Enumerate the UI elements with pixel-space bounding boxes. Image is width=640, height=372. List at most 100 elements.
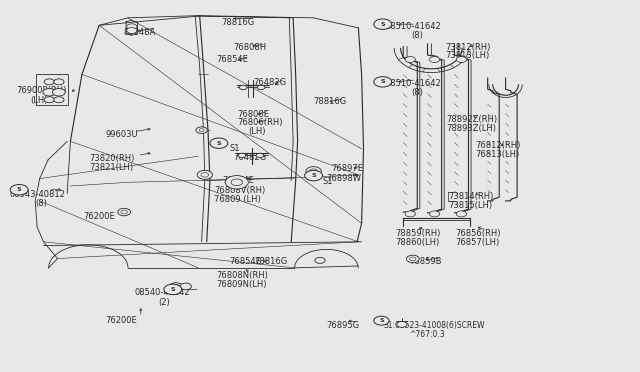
Text: 76200E: 76200E <box>106 316 138 325</box>
Text: 76812(RH): 76812(RH) <box>475 141 520 150</box>
Circle shape <box>429 211 440 217</box>
Circle shape <box>121 210 127 214</box>
Text: (2): (2) <box>159 298 170 307</box>
Circle shape <box>44 79 54 85</box>
Text: 73821(LH): 73821(LH) <box>90 163 134 172</box>
Circle shape <box>456 211 467 217</box>
Text: S: S <box>170 287 175 292</box>
Circle shape <box>44 97 54 103</box>
Text: S1: S1 <box>229 144 239 153</box>
Text: S: S <box>311 173 316 178</box>
Text: 76808H: 76808H <box>234 43 267 52</box>
Text: 76854E: 76854E <box>223 176 255 185</box>
Circle shape <box>225 176 248 189</box>
Text: 76900P(RH): 76900P(RH) <box>16 86 67 94</box>
Text: 78816G: 78816G <box>314 97 347 106</box>
Text: 08540-41242: 08540-41242 <box>134 288 190 297</box>
Text: S1: S1 <box>323 177 333 186</box>
Text: 76854E: 76854E <box>216 55 248 64</box>
Text: 76857(LH): 76857(LH) <box>456 238 500 247</box>
Circle shape <box>231 179 243 186</box>
Circle shape <box>429 57 440 62</box>
Text: (LH): (LH) <box>248 127 266 136</box>
Circle shape <box>306 167 321 176</box>
Text: 78892Z(RH): 78892Z(RH) <box>447 115 498 124</box>
Text: 78859(RH): 78859(RH) <box>396 229 441 238</box>
Text: S: S <box>380 79 385 84</box>
Text: ^767:0.3: ^767:0.3 <box>410 330 445 339</box>
Circle shape <box>54 97 64 103</box>
Text: 76895G: 76895G <box>326 321 360 330</box>
Circle shape <box>127 24 137 30</box>
Text: S1:08523-41008(6)SCREW: S1:08523-41008(6)SCREW <box>384 321 486 330</box>
Circle shape <box>405 57 415 62</box>
Text: 76200E: 76200E <box>83 212 115 221</box>
Circle shape <box>238 153 246 158</box>
Circle shape <box>397 321 407 327</box>
Circle shape <box>406 255 419 263</box>
Circle shape <box>305 170 323 181</box>
Circle shape <box>374 19 392 29</box>
Circle shape <box>310 169 317 173</box>
Circle shape <box>180 283 191 290</box>
Text: 76854E: 76854E <box>229 257 261 266</box>
Text: 76809N(LH): 76809N(LH) <box>216 280 267 289</box>
Circle shape <box>410 257 416 261</box>
Text: 73820(RH): 73820(RH) <box>90 154 135 163</box>
Text: 76806(RH): 76806(RH) <box>237 118 282 127</box>
Text: 73814(RH): 73814(RH) <box>448 192 493 201</box>
Text: 76897E: 76897E <box>332 164 364 173</box>
Text: S: S <box>216 141 221 146</box>
Circle shape <box>197 170 212 179</box>
Circle shape <box>456 57 467 62</box>
Text: 73815(LH): 73815(LH) <box>448 201 492 210</box>
Text: 78816G: 78816G <box>221 18 254 27</box>
Circle shape <box>118 208 131 216</box>
Circle shape <box>256 153 264 158</box>
Circle shape <box>170 283 182 290</box>
Circle shape <box>315 257 325 263</box>
Circle shape <box>10 185 28 195</box>
Text: 76482G: 76482G <box>234 153 267 162</box>
Text: (LH): (LH) <box>31 96 48 105</box>
Circle shape <box>127 28 137 33</box>
Circle shape <box>374 77 392 87</box>
Circle shape <box>257 85 265 90</box>
Text: 76898W: 76898W <box>326 174 362 183</box>
Text: (8): (8) <box>412 31 424 39</box>
Text: 76809 (LH): 76809 (LH) <box>214 195 261 204</box>
Text: 76808N(RH): 76808N(RH) <box>216 271 268 280</box>
Circle shape <box>173 285 179 288</box>
Circle shape <box>164 284 182 295</box>
Text: 73812(RH): 73812(RH) <box>445 43 490 52</box>
Text: 78816G: 78816G <box>255 257 288 266</box>
Circle shape <box>210 138 228 148</box>
Circle shape <box>43 89 56 96</box>
Text: 08510-41642: 08510-41642 <box>385 79 441 88</box>
Text: 76813(LH): 76813(LH) <box>475 150 519 159</box>
Text: 99603U: 99603U <box>106 130 138 139</box>
Circle shape <box>201 173 209 177</box>
Text: S: S <box>379 318 384 323</box>
Text: S: S <box>380 22 385 27</box>
Circle shape <box>199 129 204 132</box>
Text: 76482G: 76482G <box>253 78 286 87</box>
Circle shape <box>239 85 247 90</box>
Circle shape <box>374 316 389 325</box>
Text: 78860(LH): 78860(LH) <box>396 238 440 247</box>
Text: 76856(RH): 76856(RH) <box>456 229 501 238</box>
Circle shape <box>405 211 415 217</box>
Text: 08543-40812: 08543-40812 <box>10 190 65 199</box>
Text: (8): (8) <box>412 88 424 97</box>
Text: 78859B: 78859B <box>410 257 442 266</box>
Text: 80248A: 80248A <box>124 28 156 37</box>
Text: 76808V(RH): 76808V(RH) <box>214 186 266 195</box>
Text: 76808E: 76808E <box>237 110 269 119</box>
Circle shape <box>52 89 65 96</box>
FancyBboxPatch shape <box>36 74 68 105</box>
Text: 08510-41642: 08510-41642 <box>385 22 441 31</box>
Circle shape <box>196 127 207 134</box>
Text: (8): (8) <box>35 199 47 208</box>
Circle shape <box>54 79 64 85</box>
Text: S: S <box>17 187 22 192</box>
